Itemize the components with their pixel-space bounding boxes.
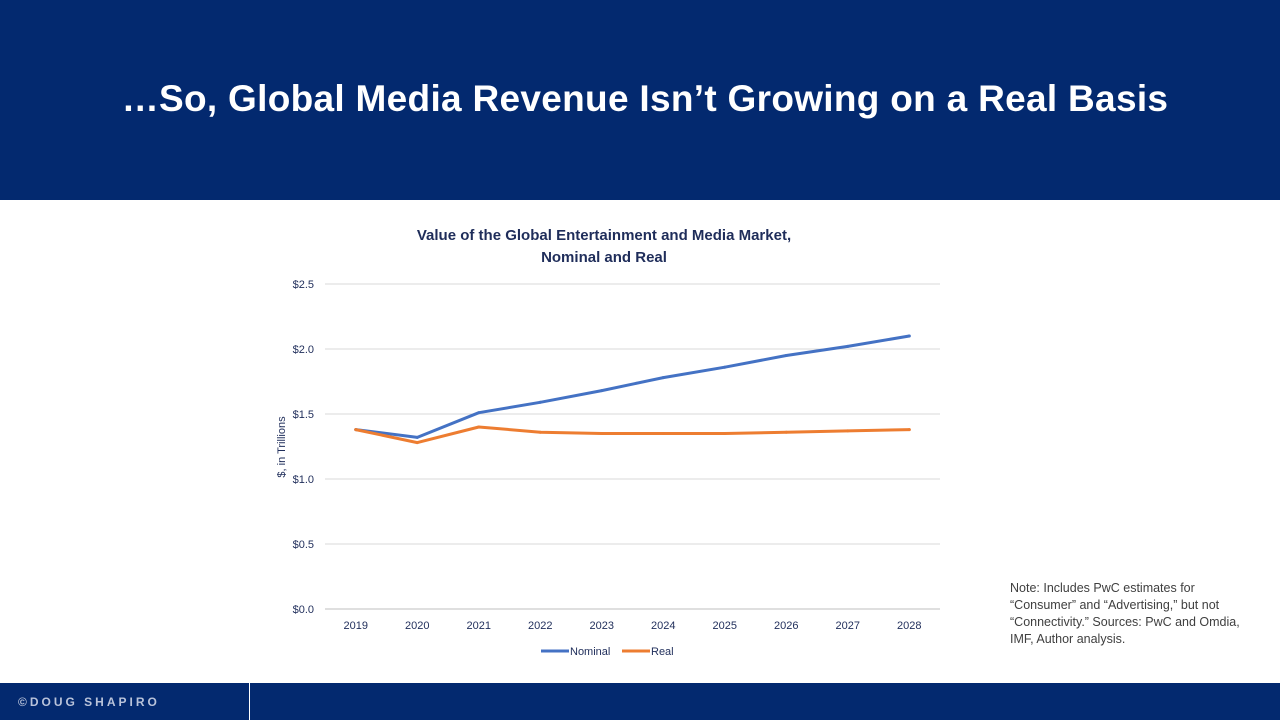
data-point-nominal	[415, 435, 419, 439]
legend-label-real: Real	[651, 646, 674, 658]
chart-legend: Nominal Real	[541, 646, 674, 658]
y-tick-label: $2.0	[293, 344, 314, 356]
x-tick-label: 2023	[590, 620, 614, 632]
data-point-real	[600, 432, 604, 435]
title-banner: …So, Global Media Revenue Isn’t Growing …	[0, 0, 1280, 200]
y-tick-label: $0.0	[293, 604, 314, 616]
chart-gridlines	[325, 283, 940, 610]
y-axis-ticks: $0.0 $0.5 $1.0 $1.5 $2.0 $2.5	[293, 279, 314, 616]
x-tick-label: 2025	[713, 620, 737, 632]
legend-label-nominal: Nominal	[570, 646, 610, 658]
data-point-real	[538, 430, 542, 434]
x-tick-label: 2019	[344, 620, 368, 632]
data-point-real	[846, 429, 850, 433]
y-axis-label-group: $, in Trillions	[276, 416, 288, 478]
x-tick-label: 2028	[897, 620, 921, 632]
data-point-real	[477, 425, 481, 429]
chart-series	[354, 334, 911, 445]
series-line-nominal	[354, 334, 911, 439]
data-point-nominal	[723, 365, 727, 369]
data-point-nominal	[784, 354, 788, 357]
data-point-nominal	[538, 400, 542, 404]
data-point-nominal	[907, 334, 911, 338]
data-point-nominal	[477, 411, 481, 415]
y-tick-label: $0.5	[293, 539, 314, 551]
chart-title: Value of the Global Entertainment and Me…	[417, 227, 791, 266]
footer-brand: ©DOUG SHAPIRO	[18, 695, 160, 709]
data-point-nominal	[846, 344, 850, 348]
data-point-real	[907, 428, 911, 432]
source-note: Note: Includes PwC estimates for “Consum…	[1010, 581, 1240, 646]
x-axis-ticks: 2019 2020 2021 2022 2023 2024 2025 2026 2027 2028	[344, 620, 922, 632]
slide-title: …So, Global Media Revenue Isn’t Growing …	[121, 78, 1169, 119]
x-tick-label: 2021	[467, 620, 491, 632]
data-point-real	[415, 441, 419, 445]
data-point-real	[354, 428, 358, 432]
x-tick-label: 2024	[651, 620, 675, 632]
y-tick-label: $1.0	[293, 474, 314, 486]
chart-title-line: Value of the Global Entertainment and Me…	[417, 227, 791, 244]
y-tick-label: $2.5	[293, 279, 314, 291]
x-tick-label: 2020	[405, 620, 429, 632]
chart-title-line: Nominal and Real	[541, 249, 667, 266]
footer-divider	[249, 683, 250, 720]
series-line-real	[354, 425, 911, 445]
x-tick-label: 2022	[528, 620, 552, 632]
y-axis-label: $, in Trillions	[276, 416, 288, 478]
x-tick-label: 2026	[774, 620, 798, 632]
data-point-real	[723, 432, 727, 435]
data-point-nominal	[661, 376, 665, 380]
data-point-real	[661, 432, 665, 435]
footer-bar: ©DOUG SHAPIRO	[0, 683, 1280, 720]
data-point-nominal	[600, 389, 604, 393]
y-tick-label: $1.5	[293, 409, 314, 421]
x-tick-label: 2027	[836, 620, 860, 632]
data-point-real	[784, 430, 788, 434]
